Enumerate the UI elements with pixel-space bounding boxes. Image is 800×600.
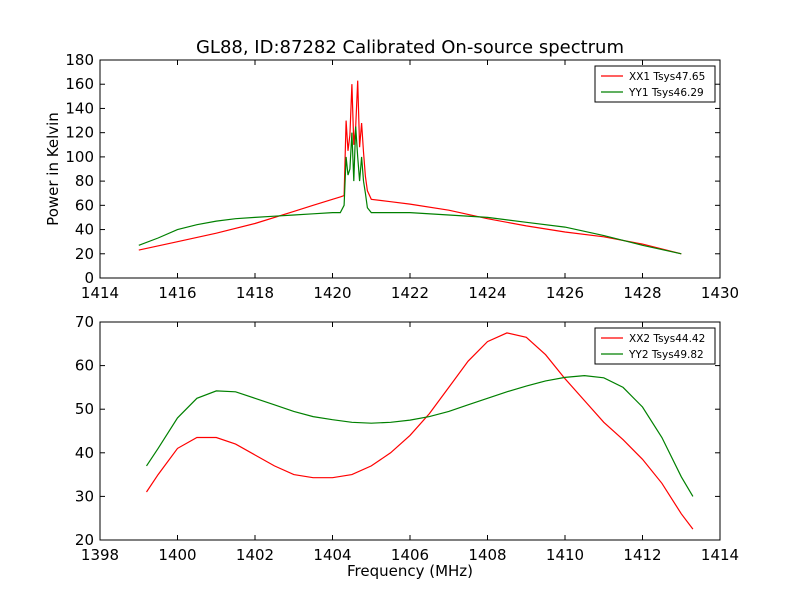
y-tick-label: 180	[65, 51, 94, 69]
legend-label: XX1 Tsys47.65	[629, 71, 705, 83]
x-tick-label: 1404	[313, 546, 351, 564]
x-tick-label: 1422	[391, 284, 429, 302]
x-tick-label: 1430	[701, 284, 739, 302]
y-tick-label: 40	[75, 444, 94, 462]
x-tick-label: 1414	[701, 546, 739, 564]
y-tick-label: 50	[75, 400, 94, 418]
x-tick-label: 1400	[158, 546, 196, 564]
series-line-1-2	[138, 126, 682, 255]
y-tick-label: 100	[65, 148, 94, 166]
legend: XX2 Tsys44.42 YY2 Tsys49.82	[594, 327, 716, 365]
x-tick-label: 1416	[158, 284, 196, 302]
y-tick-label: 20	[75, 245, 94, 263]
legend-box	[594, 327, 716, 365]
legend-box	[594, 65, 716, 103]
x-tick-label: 1424	[468, 284, 506, 302]
x-tick-label: 1410	[546, 546, 584, 564]
series-line-1-1	[138, 80, 682, 255]
panel-2: 1398 1400 1402 1404 1406 1408 1410 1412 1414 20 30…	[75, 313, 739, 580]
x-axis-label: Frequency (MHz)	[347, 562, 473, 580]
x-tick-label: 1420	[313, 284, 351, 302]
x-tick-label: 1398	[81, 546, 119, 564]
legend-label: XX2 Tsys44.42	[629, 333, 705, 345]
y-tick-label: 80	[75, 172, 94, 190]
x-tick-label: 1406	[391, 546, 429, 564]
y-tick-label: 140	[65, 99, 94, 117]
y-tick-label: 60	[75, 357, 94, 375]
legend: XX1 Tsys47.65 YY1 Tsys46.29	[594, 65, 716, 103]
y-tick-label: 30	[75, 487, 94, 505]
series-line-2-1	[146, 332, 694, 530]
y-axis-label: Power in Kelvin	[44, 112, 62, 226]
y-tick-label: 70	[75, 313, 94, 331]
series-line-2-2	[145, 374, 694, 497]
y-tick-label: 20	[75, 531, 94, 549]
x-tick-label: 1418	[236, 284, 274, 302]
x-tick-label: 1414	[81, 284, 119, 302]
y-tick-label: 160	[65, 75, 94, 93]
panel-1: 1414 1416 1418 1420 1422 1424 1426 1428 1430 0 20 4…	[44, 51, 739, 302]
y-tick-label: 120	[65, 124, 94, 142]
x-tick-label: 1408	[468, 546, 506, 564]
x-tick-label: 1428	[623, 284, 661, 302]
y-tick-label: 60	[75, 196, 94, 214]
legend-label: YY1 Tsys46.29	[628, 87, 704, 99]
x-tick-label: 1412	[623, 546, 661, 564]
y-tick-label: 40	[75, 221, 94, 239]
legend-label: YY2 Tsys49.82	[628, 349, 704, 361]
chart-title: GL88, ID:87282 Calibrated On-source spec…	[196, 37, 624, 58]
x-tick-label: 1402	[236, 546, 274, 564]
x-tick-label: 1426	[546, 284, 584, 302]
y-tick-label: 0	[84, 269, 94, 287]
